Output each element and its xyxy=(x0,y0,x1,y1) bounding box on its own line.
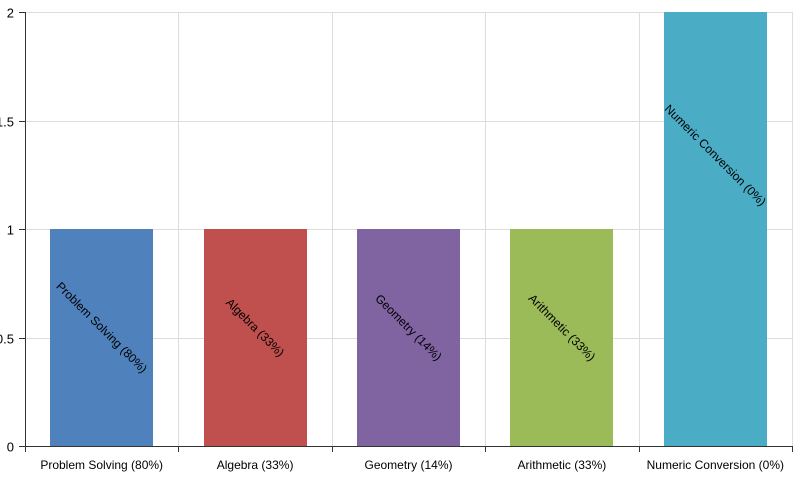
y-tick-label: 0 xyxy=(7,440,14,455)
bar[interactable] xyxy=(204,229,307,446)
x-tick-label: Algebra (33%) xyxy=(217,458,294,472)
y-tick-label: 2 xyxy=(7,6,14,21)
axes xyxy=(25,12,793,447)
x-tick-label: Arithmetic (33%) xyxy=(518,458,607,472)
x-tick-label: Numeric Conversion (0%) xyxy=(647,458,784,472)
bar[interactable] xyxy=(357,229,460,446)
bar[interactable] xyxy=(664,12,767,446)
bars xyxy=(50,12,767,446)
x-tick-label: Geometry (14%) xyxy=(364,458,452,472)
y-axis-ticks: 0 0.5 1 1.5 2 xyxy=(0,6,25,455)
y-tick-label: 1 xyxy=(7,223,14,238)
x-axis-ticks: Problem Solving (80%) Algebra (33%) Geomet… xyxy=(25,446,793,472)
bar[interactable] xyxy=(510,229,613,446)
y-tick-label: 1.5 xyxy=(0,115,14,130)
bar[interactable] xyxy=(50,229,153,446)
x-tick-label: Problem Solving (80%) xyxy=(40,458,163,472)
y-tick-label: 0.5 xyxy=(0,332,14,347)
